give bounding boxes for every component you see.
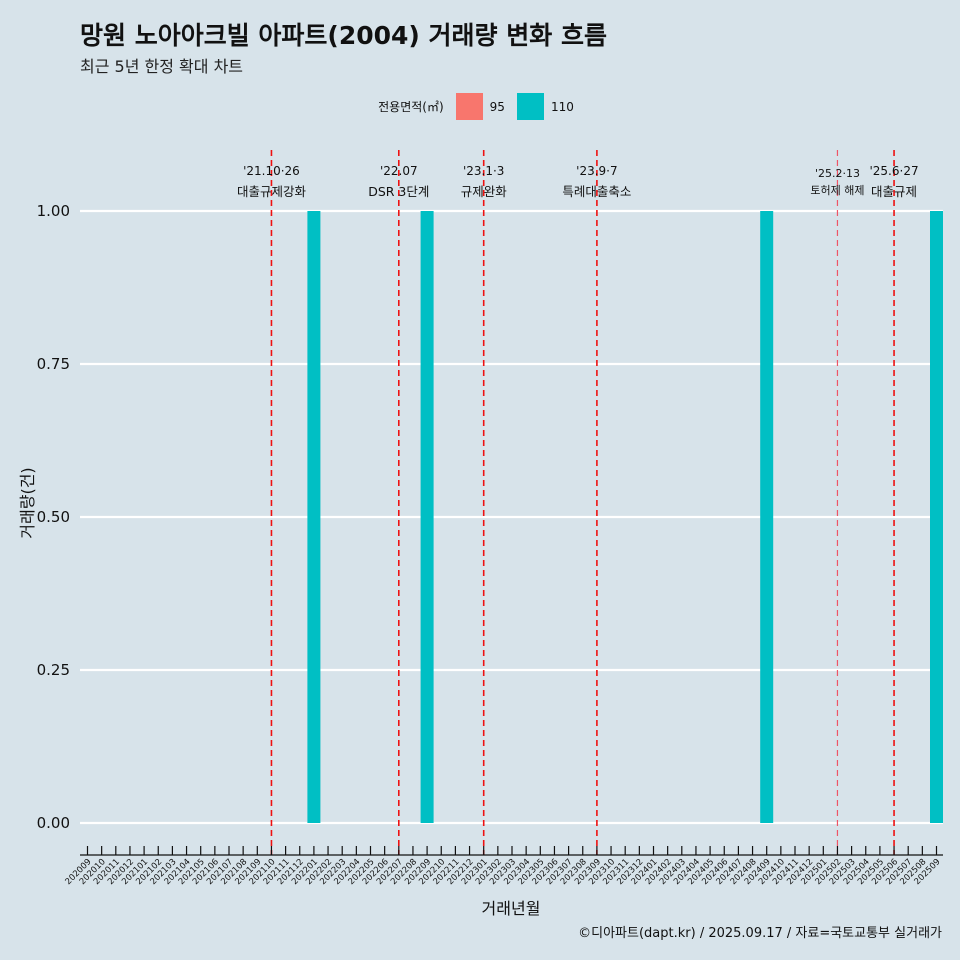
event-date-4: '25.2·13 [815,167,860,180]
event-label-2: 규제완화 [461,184,508,199]
event-date-1: '22.07 [380,164,418,178]
legend-swatch-110 [516,93,544,120]
bar-110-202209 [420,211,434,823]
event-label-3: 특례대출축소 [562,184,631,199]
event-label-5: 대출규제 [871,184,917,199]
event-date-2: '23.1·3 [463,164,504,178]
event-date-5: '25.6·27 [869,164,918,178]
event-label-0: 대출규제강화 [237,184,307,199]
y-tick-label: 0.25 [37,661,70,679]
legend: 전용면적(㎡) 95 110 [0,93,960,120]
legend-swatch-95 [455,93,483,120]
bar-110-202409 [760,211,774,823]
event-date-0: '21.10·26 [243,164,300,178]
x-axis-title: 거래년월 [482,899,541,918]
caption: ©디아파트(dapt.kr) / 2025.09.17 / 자료=국토교통부 실… [578,926,942,941]
chart-subtitle: 최근 5년 한정 확대 차트 [80,57,244,76]
chart-title: 망원 노아아크빌 아파트(2004) 거래량 변화 흐름 [80,21,607,50]
legend-label-95: 95 [489,99,505,114]
event-label-4: 토허제 해제 [810,183,864,197]
y-tick-label: 0.50 [37,508,70,526]
event-label-1: DSR 3단계 [368,184,429,199]
legend-title: 전용면적(㎡) [378,100,444,114]
event-date-3: '23.9·7 [576,164,617,178]
y-tick-label: 1.00 [37,202,70,220]
y-tick-label: 0.00 [37,814,70,832]
bar-110-202201 [307,211,321,823]
y-axis-title: 거래량(건) [18,467,37,538]
bar-110-202509 [930,211,943,823]
legend-label-110: 110 [550,99,574,114]
y-tick-label: 0.75 [37,355,70,373]
